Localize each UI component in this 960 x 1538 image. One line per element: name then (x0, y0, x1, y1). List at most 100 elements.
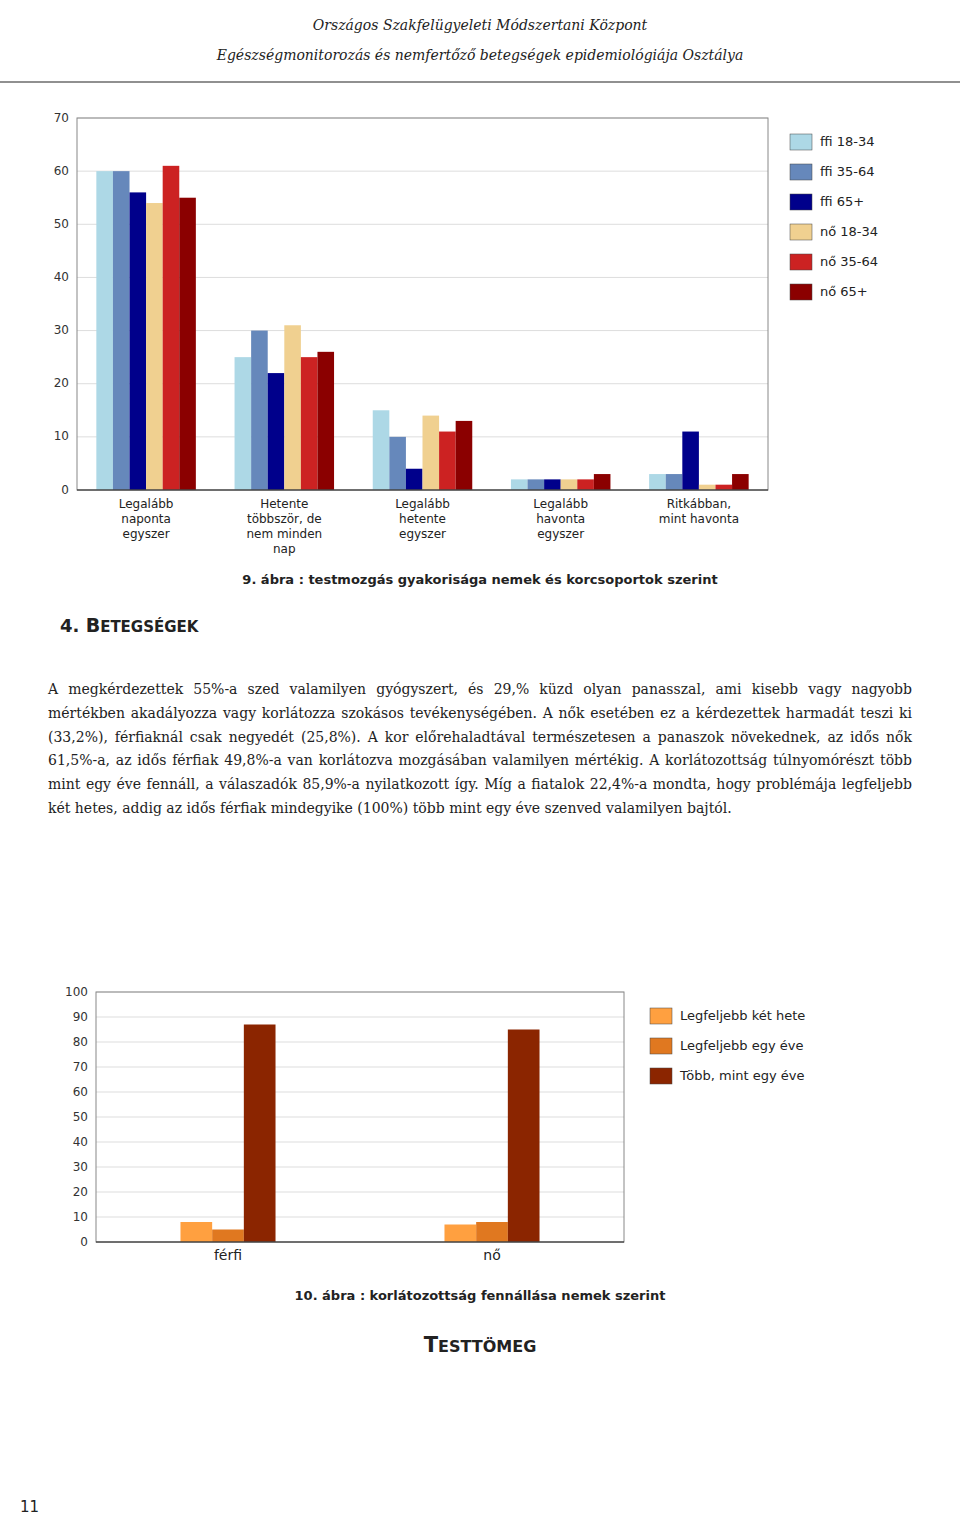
y-tick-label: 40 (73, 1135, 88, 1149)
x-tick-line: többször, de (247, 512, 322, 526)
bar (699, 485, 716, 490)
header-rule (0, 81, 960, 82)
x-axis-line (77, 490, 768, 491)
bar (406, 469, 423, 490)
legend: Legfeljebb két heteLegfeljebb egy éveTöb… (650, 1008, 805, 1085)
bar (649, 474, 666, 490)
bars (96, 166, 748, 490)
body-text: A megkérdezettek 55%-a szed valamilyen g… (48, 678, 912, 821)
x-tick-line: Legalább (533, 497, 588, 511)
caps-title: TESTTÖMEG (424, 1333, 537, 1357)
grid-line (96, 1192, 624, 1193)
chart-title: 10. ábra : korlátozottság fennállása nem… (295, 1288, 666, 1303)
bar (284, 325, 301, 490)
x-axis-line (96, 1242, 624, 1243)
x-tick-label: Hetentetöbbször, denem mindennap (246, 497, 322, 556)
bar (577, 479, 594, 490)
x-tick-label: Ritkábban,mint havonta (659, 497, 739, 526)
bar (476, 1222, 508, 1242)
bar (511, 479, 528, 490)
x-tick-line: nem minden (246, 527, 322, 541)
chart: 010203040506070LegalábbnapontaegyszerHet… (54, 111, 878, 588)
legend-label: ffi 18-34 (820, 134, 874, 149)
bar (561, 479, 578, 490)
bar (317, 352, 334, 490)
x-tick-line: mint havonta (659, 512, 739, 526)
x-tick-line: férfi (214, 1247, 242, 1263)
plot-frame (77, 118, 768, 490)
y-tick-label: 50 (54, 217, 69, 231)
y-tick-label: 20 (73, 1185, 88, 1199)
x-tick-label: nő (483, 1247, 500, 1263)
grid-line (96, 1242, 624, 1243)
grid-line (96, 1117, 624, 1118)
y-tick-label: 100 (65, 985, 88, 999)
bar (444, 1225, 476, 1243)
legend-label: Legfeljebb egy éve (680, 1038, 803, 1053)
bar (682, 432, 699, 490)
grid-line (96, 1067, 624, 1068)
y-tick-label: 10 (54, 429, 69, 443)
grid-line (96, 1142, 624, 1143)
caps-first: T (424, 1333, 439, 1357)
bar (439, 432, 456, 490)
y-tick-label: 90 (73, 1010, 88, 1024)
x-tick-line: egyszer (537, 527, 584, 541)
y-tick-label: 20 (54, 376, 69, 390)
plot-frame (96, 992, 624, 1242)
grid-line (96, 1017, 624, 1018)
legend: ffi 18-34ffi 35-64ffi 65+nő 18-34nő 35-6… (790, 134, 878, 301)
bars (180, 1025, 539, 1243)
bar (389, 437, 406, 490)
grid-line (77, 490, 768, 491)
legend-swatch (790, 134, 812, 150)
legend-label: Több, mint egy éve (679, 1068, 804, 1083)
bar (423, 416, 440, 490)
chart-title: 9. ábra : testmozgás gyakorisága nemek é… (242, 572, 717, 587)
x-tick-line: hetente (399, 512, 446, 526)
x-tick-label: Legalábbhavontaegyszer (533, 497, 588, 541)
page-graphics: Országos Szakfelügyeleti Módszertani Köz… (0, 0, 960, 1538)
y-tick-label: 0 (61, 483, 69, 497)
legend-label: nő 35-64 (820, 254, 878, 269)
page-title: Egészségmonitorozás és nemfertőző betegs… (216, 47, 744, 63)
legend-swatch (790, 194, 812, 210)
bar (163, 166, 180, 490)
caps-title: 4. BETEGSÉGEK (60, 614, 200, 636)
x-tick-line: Ritkábban, (667, 497, 731, 511)
x-tick-line: naponta (121, 512, 171, 526)
caps-text: TESTTÖMEG (424, 1333, 537, 1357)
bar (235, 357, 252, 490)
y-tick-label: 30 (73, 1160, 88, 1174)
x-tick-label: Legalábbnapontaegyszer (119, 497, 174, 541)
bar (244, 1025, 276, 1243)
legend-swatch (790, 164, 812, 180)
bar (179, 198, 196, 490)
bar (268, 373, 285, 490)
y-tick-label: 30 (54, 323, 69, 337)
section-number: 4. (60, 615, 79, 636)
grid-line (96, 1042, 624, 1043)
bar (251, 331, 268, 490)
grid-line (96, 1167, 624, 1168)
bar (544, 479, 561, 490)
y-tick-label: 0 (80, 1235, 88, 1249)
bar (96, 171, 113, 490)
y-tick-label: 10 (73, 1210, 88, 1224)
x-tick-line: egyszer (399, 527, 446, 541)
bar (373, 410, 390, 490)
x-tick-line: Hetente (260, 497, 308, 511)
page: Országos Szakfelügyeleti Módszertani Köz… (0, 0, 960, 1538)
header: Országos Szakfelügyeleti Módszertani Köz… (0, 17, 960, 82)
x-tick-line: Legalább (395, 497, 450, 511)
legend-label: ffi 35-64 (820, 164, 874, 179)
x-tick-line: egyszer (123, 527, 170, 541)
y-tick-label: 70 (54, 111, 69, 125)
y-tick-label: 50 (73, 1110, 88, 1124)
y-tick-label: 70 (73, 1060, 88, 1074)
legend-swatch (650, 1068, 672, 1084)
y-tick-label: 40 (54, 270, 69, 284)
bar (666, 474, 683, 490)
y-tick-label: 60 (54, 164, 69, 178)
legend-swatch (790, 254, 812, 270)
